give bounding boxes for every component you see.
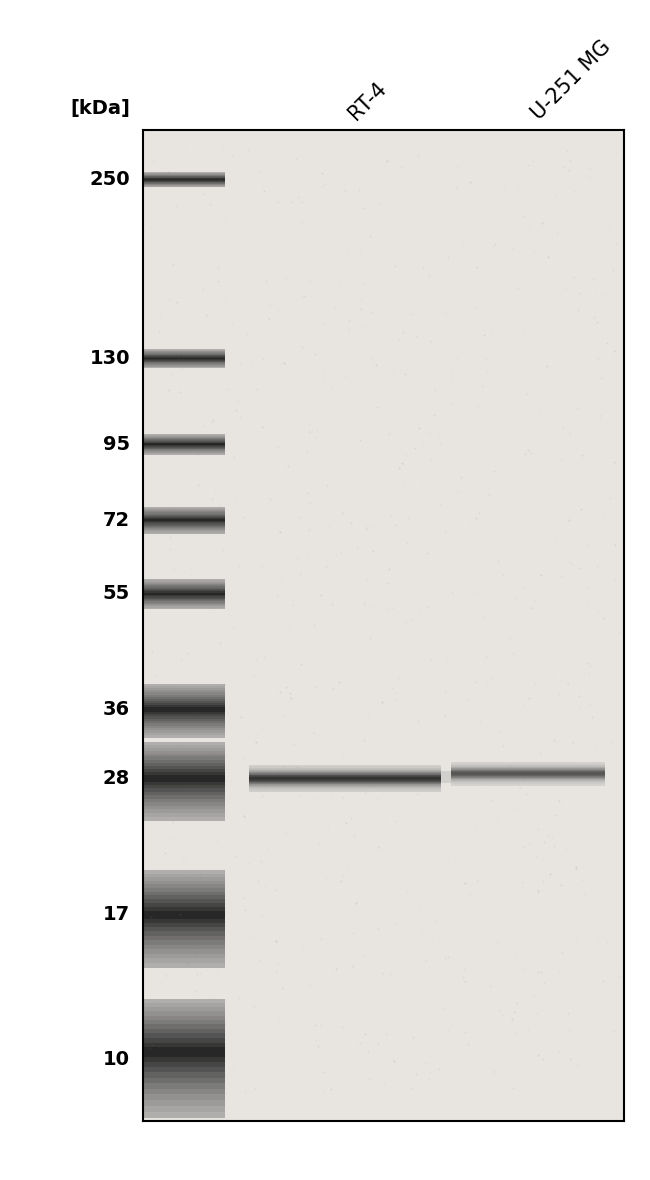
- Text: 10: 10: [103, 1050, 130, 1069]
- Text: [kDa]: [kDa]: [70, 99, 130, 118]
- Text: 55: 55: [103, 584, 130, 603]
- Text: 130: 130: [90, 349, 130, 368]
- Text: 28: 28: [103, 769, 130, 788]
- Text: 17: 17: [103, 905, 130, 924]
- Text: 250: 250: [90, 170, 130, 189]
- Text: 72: 72: [103, 511, 130, 530]
- Text: U-251 MG: U-251 MG: [528, 37, 615, 124]
- Text: 36: 36: [103, 700, 130, 719]
- Text: 95: 95: [103, 434, 130, 454]
- Text: RT-4: RT-4: [345, 78, 391, 124]
